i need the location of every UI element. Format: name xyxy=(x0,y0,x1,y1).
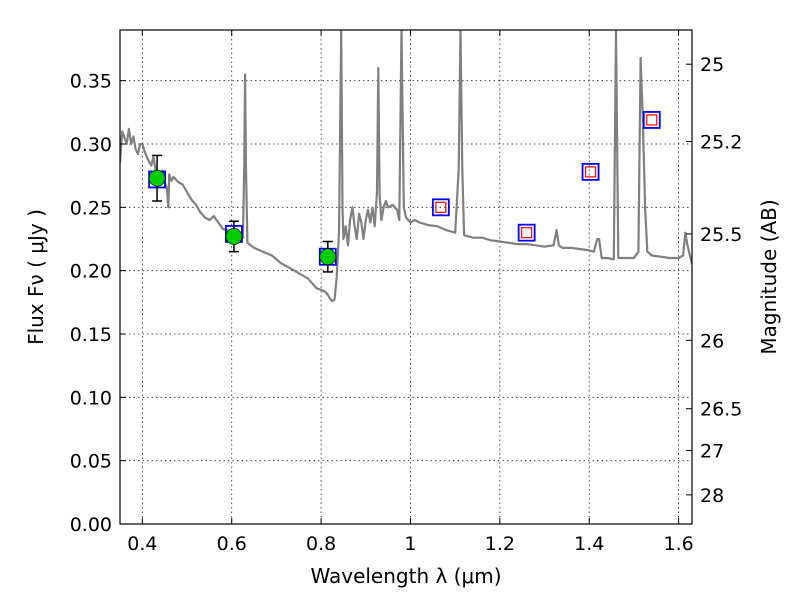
measured-flux-point xyxy=(319,248,337,266)
y-tick-label: 0.20 xyxy=(70,261,112,283)
right-tick-label: 27 xyxy=(700,441,724,463)
right-tick-label: 25.5 xyxy=(700,224,742,246)
right-tick-label: 28 xyxy=(700,485,724,507)
x-tick-label: 1.4 xyxy=(574,533,604,555)
x-tick-label: 0.4 xyxy=(127,533,157,555)
y-tick-label: 0.15 xyxy=(70,324,112,346)
y-tick-label: 0.10 xyxy=(70,387,112,409)
y-tick-label: 0.35 xyxy=(70,71,112,93)
axis-ticks: 0.4 0.6 0.8 1 1.2 1.4 1.6 0.00 0.05 0.10 0.15 0.20 0… xyxy=(70,30,742,555)
plot-frame xyxy=(119,29,693,525)
right-tick-label: 26.5 xyxy=(700,399,742,421)
y-tick-label: 0.05 xyxy=(70,451,112,473)
model-photometry-marker xyxy=(642,111,661,129)
right-axis-label: Magnitude (AB) xyxy=(757,199,781,354)
grid-lines xyxy=(120,30,692,525)
measured-flux-point xyxy=(225,228,243,245)
y-tick-label: 0.25 xyxy=(70,197,112,219)
x-axis-label: Wavelength λ (μm) xyxy=(310,564,501,588)
y-tick-label: 0.00 xyxy=(70,514,112,536)
x-tick-label: 0.6 xyxy=(217,533,247,555)
right-tick-label: 25 xyxy=(700,54,724,76)
upper-limit-marker xyxy=(435,201,447,213)
right-tick-label: 25.2 xyxy=(700,131,742,153)
upper-limit-marker xyxy=(646,114,658,126)
upper-limit-marker xyxy=(584,166,597,178)
upper-limit-marker xyxy=(521,227,533,239)
measured-flux-point xyxy=(148,169,166,187)
model-spectrum-line xyxy=(120,30,692,303)
model-photometry-marker xyxy=(581,162,600,181)
model-photometry-marker xyxy=(517,223,536,242)
y-axis-label: Flux Fν ( μJy ) xyxy=(24,209,48,345)
x-tick-label: 1 xyxy=(404,533,416,555)
y-tick-label: 0.30 xyxy=(70,134,112,156)
x-tick-label: 0.8 xyxy=(306,533,336,555)
right-tick-label: 26 xyxy=(700,330,724,352)
x-tick-label: 1.2 xyxy=(485,533,515,555)
model-photometry-marker xyxy=(431,198,450,217)
plot-area xyxy=(120,30,692,303)
x-tick-label: 1.6 xyxy=(663,533,693,555)
